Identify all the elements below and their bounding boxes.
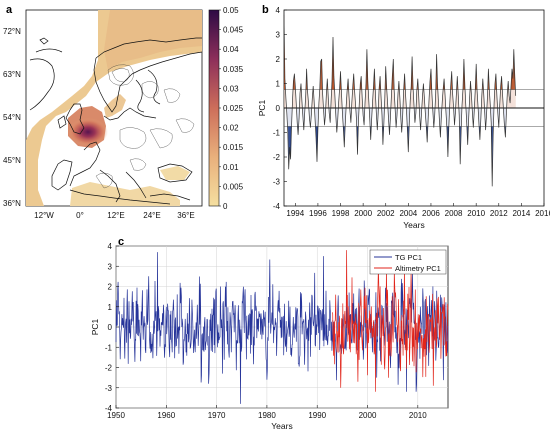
colorbar-tick-label: 0.04	[223, 45, 239, 54]
lat-tick-label: 36°N	[3, 199, 21, 208]
panel-c-y-ticks: 4 3 2 1 0 -1 -2 -3 -4	[105, 242, 119, 413]
y-tick-label: 4	[108, 242, 113, 251]
land-contours	[95, 64, 195, 189]
x-tick-label: 2010	[409, 411, 427, 420]
lon-tick-label: 12°W	[34, 211, 54, 220]
panel-b-xlabel: Years	[403, 220, 424, 230]
y-tick-label: 0	[108, 323, 113, 332]
panel-b-y-ticks: 4 3 2 1 0 -1 -2 -3 -4	[273, 6, 287, 211]
y-tick-label: -3	[273, 178, 281, 187]
y-tick-label: 1	[108, 303, 113, 312]
lon-tick-label: 12°E	[107, 211, 124, 220]
colorbar-tick-label: 0.045	[223, 26, 244, 35]
panel-c-x-ticks: 1950 1960 1970 1980 1990 2000 2010	[107, 405, 427, 420]
panel-label-a: a	[6, 4, 13, 16]
x-tick-label: 2002	[377, 209, 395, 218]
tg-pc1-line	[115, 252, 449, 404]
x-tick-label: 2014	[512, 209, 530, 218]
lat-tick-label: 72°N	[3, 27, 21, 36]
panel-label-b: b	[262, 4, 269, 16]
legend-label-altimetry: Altimetry PC1	[395, 264, 441, 273]
x-tick-label: 2006	[422, 209, 440, 218]
x-tick-label: 2004	[399, 209, 417, 218]
lon-tick-label: 24°E	[143, 211, 160, 220]
legend-label-tg: TG PC1	[395, 253, 422, 262]
colorbar-ticks: 0.05 0.045 0.04 0.035 0.03 0.025 0.02 0.015 0.01…	[219, 6, 244, 211]
colorbar-tick-label: 0.005	[223, 182, 244, 191]
y-tick-label: 1	[276, 80, 281, 89]
panel-c-series	[115, 250, 449, 404]
pc1-panel-c: 4 3 2 1 0 -1 -2 -3 -4 1950 1960 1970 1980 1990 2000 20…	[90, 242, 449, 431]
map-content	[26, 10, 202, 206]
panel-b-ylabel: PC1	[257, 99, 267, 116]
lat-tick-label: 63°N	[3, 70, 21, 79]
x-tick-label: 2008	[445, 209, 463, 218]
map-lat-labels: 72°N 63°N 54°N 45°N 36°N	[3, 27, 21, 208]
pc1-panel-b: 4 3 2 1 0 -1 -2 -3 -4 1994 1996 1998 2000 2002 2004 20…	[257, 6, 550, 230]
colorbar-tick-label: 0.01	[223, 163, 239, 172]
max-variance-hotspot	[68, 118, 108, 146]
panel-c-xlabel: Years	[271, 421, 292, 431]
x-tick-label: 2000	[354, 209, 372, 218]
colorbar-tick-label: 0.05	[223, 6, 239, 15]
x-tick-label: 1998	[332, 209, 350, 218]
panel-b-x-ticks: 1994 1996 1998 2000 2002 2004 2006 2008 2010 2012…	[286, 203, 550, 218]
panel-label-c: c	[118, 236, 124, 248]
colorbar-tick-label: 0.02	[223, 124, 239, 133]
y-tick-label: -1	[105, 343, 113, 352]
y-tick-label: 0	[276, 104, 281, 113]
y-tick-label: -2	[105, 364, 113, 373]
mediterranean-shading	[70, 182, 180, 206]
black-sea-shading	[160, 166, 190, 180]
x-tick-label: 1994	[286, 209, 304, 218]
coastlines	[29, 37, 202, 205]
y-tick-label: -1	[273, 129, 281, 138]
x-tick-label: 2000	[359, 411, 377, 420]
panel-b-series	[283, 14, 517, 187]
panel-c-ylabel: PC1	[90, 318, 100, 335]
y-tick-label: -4	[105, 404, 113, 413]
y-tick-label: 3	[108, 262, 113, 271]
colorbar-tick-label: 0	[223, 202, 228, 211]
lon-tick-label: 36°E	[177, 211, 194, 220]
x-tick-label: 2012	[490, 209, 508, 218]
lat-tick-label: 45°N	[3, 156, 21, 165]
lon-tick-label: 0°	[76, 211, 84, 220]
ocean-shading-northeast	[104, 10, 202, 70]
altimetry-pc1-line	[331, 250, 449, 392]
y-tick-label: 2	[108, 283, 113, 292]
map-panel: 72°N 63°N 54°N 45°N 36°N 12°W 0° 12°E 24…	[3, 6, 244, 220]
lat-tick-label: 54°N	[3, 113, 21, 122]
x-tick-label: 2016	[535, 209, 550, 218]
colorbar	[208, 9, 220, 207]
x-tick-label: 1990	[308, 411, 326, 420]
map-lon-labels: 12°W 0° 12°E 24°E 36°E	[34, 211, 195, 220]
pc1-series-line	[283, 14, 517, 187]
y-tick-label: -2	[273, 153, 281, 162]
x-tick-label: 1970	[208, 411, 226, 420]
y-tick-label: 4	[276, 6, 281, 15]
y-tick-label: -4	[273, 202, 281, 211]
colorbar-tick-label: 0.03	[223, 84, 239, 93]
x-tick-label: 2010	[467, 209, 485, 218]
x-tick-label: 1960	[157, 411, 175, 420]
y-tick-label: -3	[105, 384, 113, 393]
negative-exceedance-fill	[289, 126, 291, 160]
legend-box	[369, 249, 447, 275]
panel-c-legend: TG PC1 Altimetry PC1	[369, 249, 447, 275]
x-tick-label: 1980	[258, 411, 276, 420]
positive-exceedance-fill	[320, 59, 322, 90]
baltic-shading	[104, 94, 126, 118]
colorbar-tick-label: 0.035	[223, 65, 244, 74]
x-tick-label: 1950	[107, 411, 125, 420]
colorbar-tick-label: 0.025	[223, 104, 244, 113]
colorbar-tick-label: 0.015	[223, 143, 244, 152]
x-tick-label: 1996	[309, 209, 327, 218]
y-tick-label: 3	[276, 31, 281, 40]
y-tick-label: 2	[276, 55, 281, 64]
